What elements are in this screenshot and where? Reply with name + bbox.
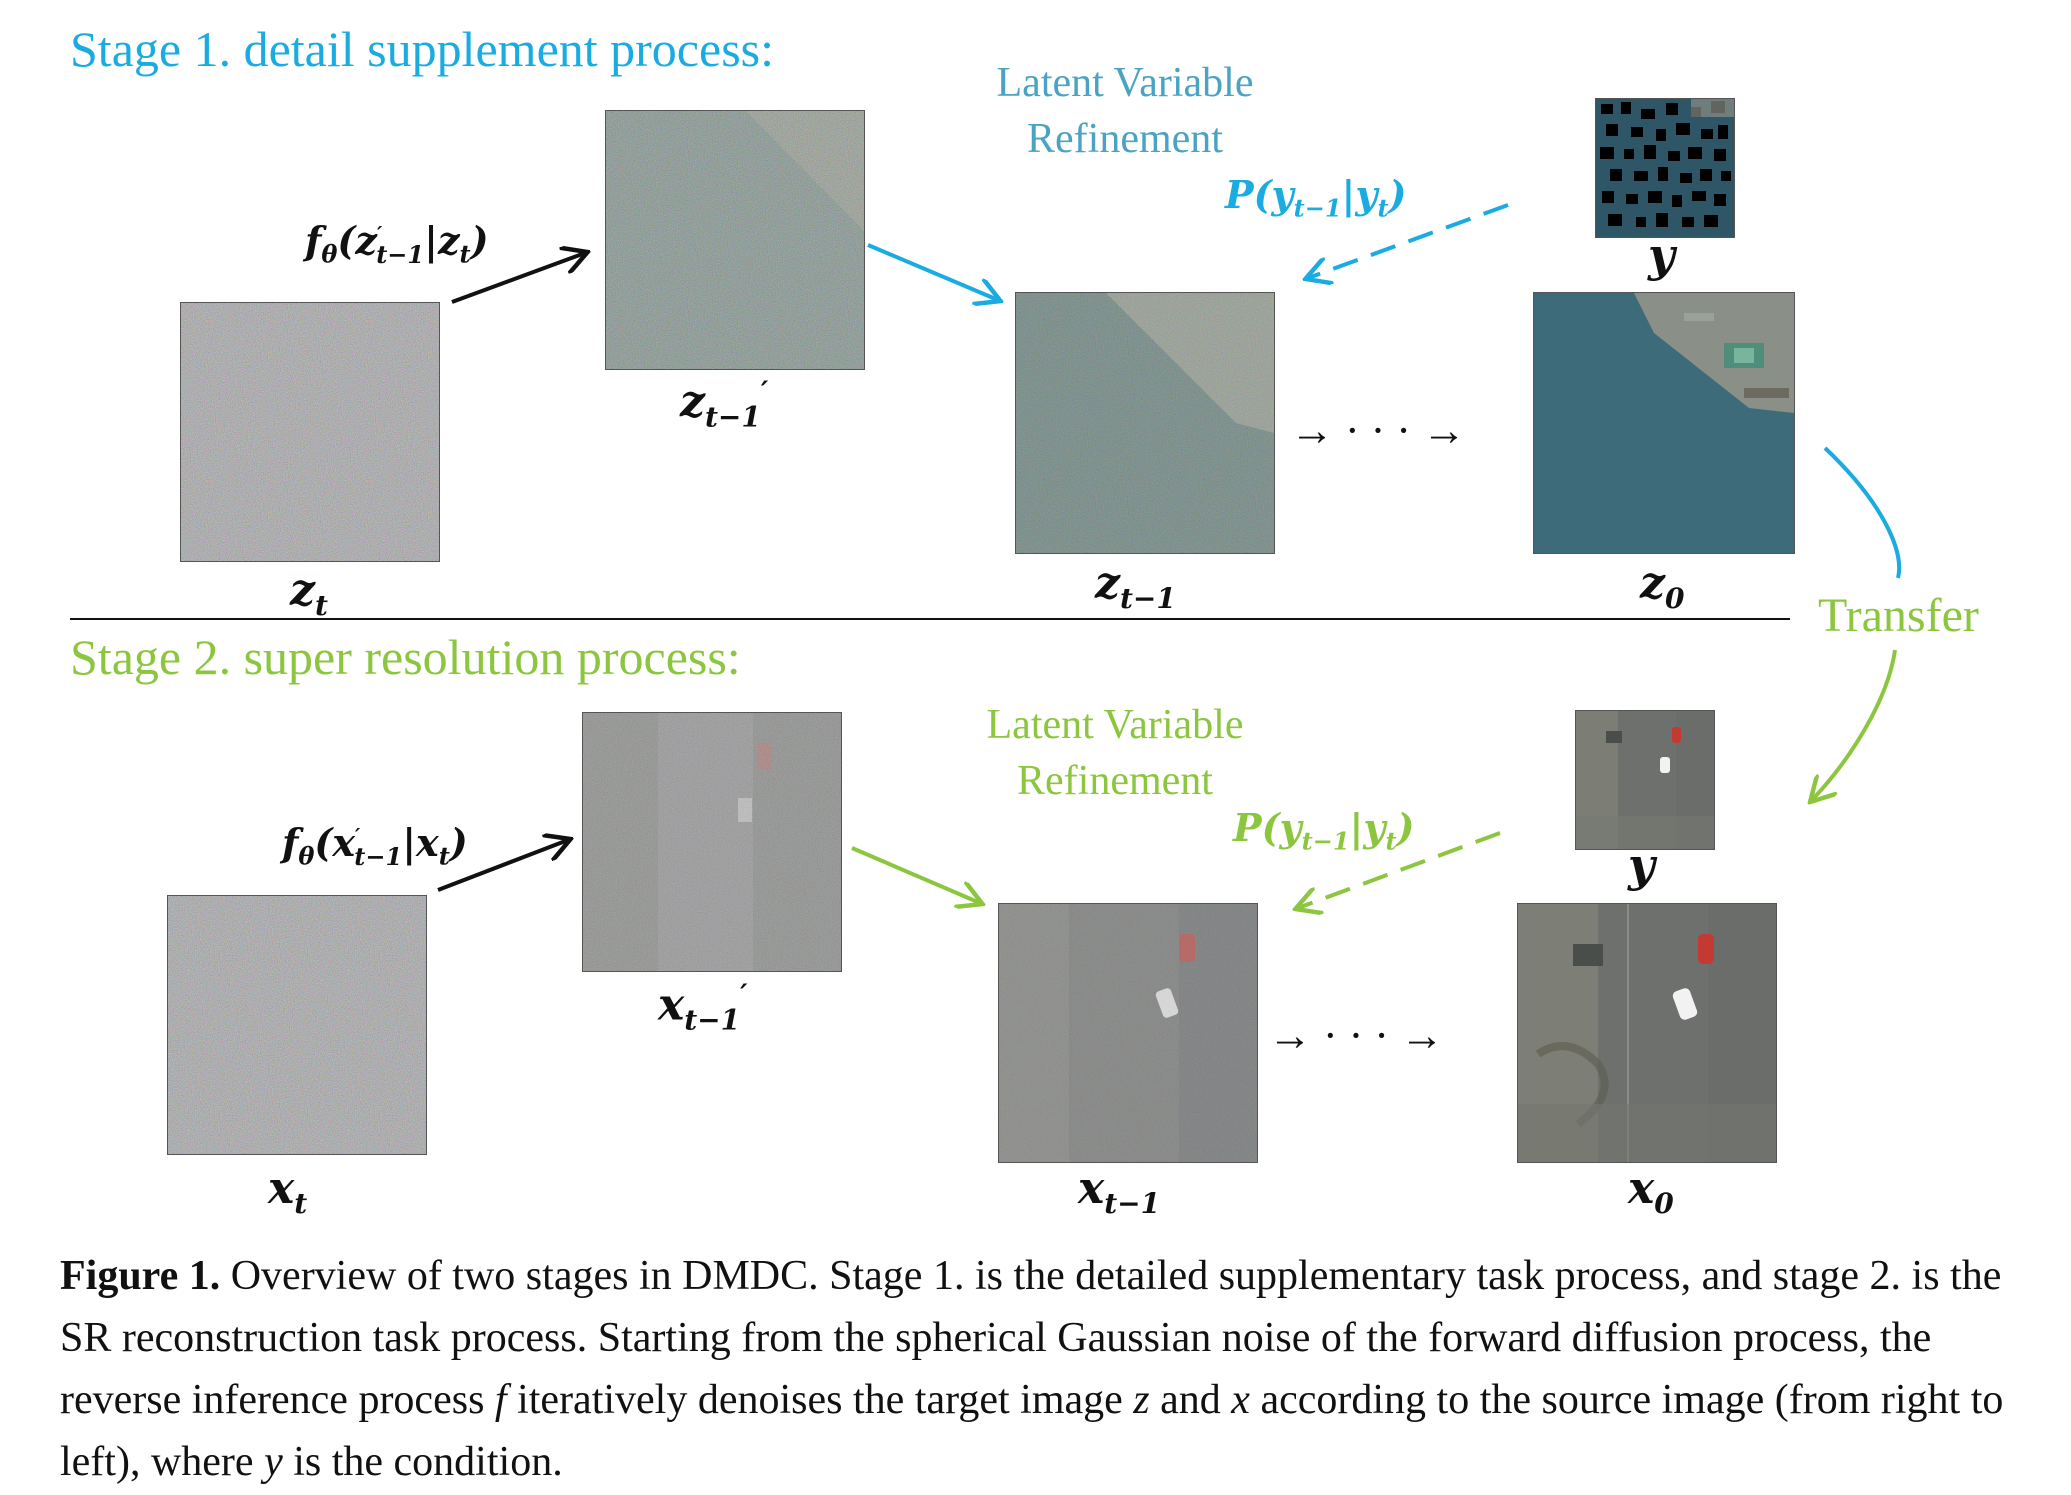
label-zt1p-prime: ′ [760,375,769,408]
label-xt: xt [268,1163,307,1220]
stage2-probability-label: P(yt−1|yt) [1233,805,1415,856]
caption-var-z: z [1133,1377,1150,1423]
stage2-refinement-label: Latent Variable Refinement [950,697,1280,809]
stage1-prob-sub2: t [1377,193,1389,223]
caption-figure-label: Figure 1. [60,1253,221,1299]
f2-cond: |x [402,820,439,865]
stage2-heading: Stage 2. super resolution process: [70,629,741,685]
transfer-curve-top [1823,446,1902,579]
label-x0: x0 [1628,1163,1674,1220]
image-xt-noise [167,895,427,1155]
caption-var-x: x [1231,1377,1250,1423]
image-zt-noise [180,302,440,562]
transfer-label: Transfer [1818,589,1979,642]
label-zt1-sub: t−1 [1120,581,1176,615]
stage1-f-theta-label: fθ(z′t−1|zt) [305,218,489,269]
theta2-sub: θ [298,841,315,871]
label-x0-sub: 0 [1654,1186,1674,1220]
f2-prime: ′ [355,823,361,848]
stage2-ellipsis-arrow: → · · · → [1268,1011,1444,1060]
label-z0-sub: 0 [1665,581,1685,615]
stage2-f-theta-label: fθ(x′t−1|xt) [282,820,468,871]
caption-text-5: is the condition. [282,1439,563,1485]
image-xt1-prime [582,712,842,972]
caption-text-1: Overview of two stages in DMDC. Stage 1.… [60,1253,2002,1423]
label-zt-sub: t [315,588,328,622]
figure-caption: Figure 1. Overview of two stages in DMDC… [60,1245,2020,1493]
f-sub: t−1 [376,239,425,269]
caption-text-4: according to the source image (from righ… [60,1377,2004,1485]
label-zt1-prime: zt−1′ [680,375,768,433]
f2-sub: t−1 [354,841,403,871]
label-xt1: xt−1 [1078,1163,1160,1220]
theta-sub: θ [321,239,338,269]
stage1-prob-p: P(y [1225,172,1294,217]
label-xt1p-main: x [658,979,685,1031]
f2-body: (x [314,820,356,865]
f2-end: ) [449,820,468,865]
stage2-prob-sub2: t [1385,826,1397,856]
stage2-prob-p: P(y [1233,805,1302,850]
stage1-probability-label: P(yt−1|yt) [1225,172,1407,223]
caption-text-2: iteratively denoises the target image [506,1377,1134,1423]
label-zt: zt [290,565,328,622]
stage1-prob-sub1: t−1 [1293,193,1342,223]
label-x0-main: x [1628,1163,1655,1214]
label-y-stage2: y [1628,838,1655,892]
label-xt-main: x [268,1163,295,1214]
image-y-stage2-lowres [1575,710,1715,850]
label-zt1: zt−1 [1095,558,1176,615]
label-xt1p-sub: t−1 [684,1003,741,1037]
label-z0: z0 [1640,558,1684,615]
label-zt1p-main: z [680,376,705,428]
f-end: ) [470,218,489,263]
label-xt1-main: x [1078,1163,1105,1214]
label-xt1-prime: xt−1′ [658,978,748,1036]
label-xt1p-prime: ′ [740,978,748,1011]
caption-text-3: and [1149,1377,1232,1423]
stage1-ellipsis-arrow: → · · · → [1290,406,1466,455]
label-zt1p-sub: t−1 [705,400,761,434]
arrow-zt1-prime-to-zt1 [867,243,998,300]
stage1-prob-end: ) [1388,172,1407,217]
f-sub2: t [459,239,471,269]
label-xt1-sub: t−1 [1104,1186,1161,1220]
stage1-refinement-line2: Refinement [1027,116,1223,162]
stage2-refinement-line1: Latent Variable [986,702,1244,748]
caption-var-f: f [494,1377,507,1423]
f2-sub2: t [438,841,450,871]
f-body: (z [337,218,377,263]
label-xt-sub: t [294,1186,308,1220]
stage1-heading: Stage 1. detail supplement process: [70,21,775,77]
arrow-xt1-prime-to-xt1 [851,846,980,903]
label-zt-main: z [290,565,315,616]
stage2-prob-sub1: t−1 [1301,826,1350,856]
f2-symbol: f [282,820,299,865]
stage-divider [70,618,1790,620]
image-zt1 [1015,292,1275,554]
label-zt1-main: z [1095,558,1120,609]
stage1-prob-mid: |y [1341,172,1378,217]
image-y-stage1-masked [1595,98,1735,238]
f-cond: |z [424,218,460,263]
image-xt1 [998,903,1258,1163]
stage2-prob-end: ) [1396,805,1415,850]
f-prime: ′ [376,221,383,246]
label-z0-main: z [1640,558,1665,609]
image-x0-street [1517,903,1777,1163]
stage1-refinement-line1: Latent Variable [996,60,1254,106]
image-z0-harbor [1533,292,1795,554]
caption-var-y: y [264,1439,283,1485]
label-y-stage1: y [1648,228,1675,282]
transfer-curve-bottom [1812,649,1897,800]
image-zt1-prime [605,110,865,370]
stage2-prob-mid: |y [1349,805,1386,850]
f-symbol: f [305,218,322,263]
stage1-refinement-label: Latent Variable Refinement [960,55,1290,167]
stage2-refinement-line2: Refinement [1017,758,1213,804]
